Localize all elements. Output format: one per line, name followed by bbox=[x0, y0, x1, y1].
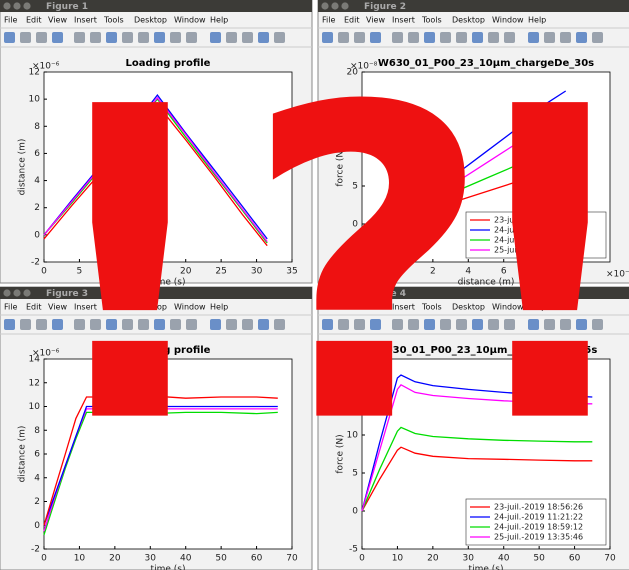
legend-label: 25-juil.-2019 13:35:46 bbox=[494, 533, 583, 542]
x-tick-label: 40 bbox=[498, 554, 510, 564]
x-tick-label: 0 bbox=[359, 554, 365, 564]
toolbar-icon[interactable] bbox=[20, 319, 31, 330]
overlay-glyph: ! bbox=[452, 18, 629, 518]
x-tick-label: 10 bbox=[392, 554, 404, 564]
x-tick-label: 60 bbox=[251, 554, 263, 564]
x-tick-label: 30 bbox=[463, 554, 475, 564]
window-button[interactable] bbox=[23, 289, 30, 296]
x-axis-label: time (s) bbox=[469, 565, 504, 570]
toolbar-icon[interactable] bbox=[4, 32, 15, 43]
toolbar-icon[interactable] bbox=[20, 32, 31, 43]
x-tick-label: 60 bbox=[569, 554, 581, 564]
x-tick-label: 70 bbox=[286, 554, 298, 564]
window-button[interactable] bbox=[321, 2, 328, 9]
y-axis-label: distance (m) bbox=[18, 426, 28, 483]
window-title: Figure 2 bbox=[364, 2, 406, 12]
window-button[interactable] bbox=[13, 289, 20, 296]
y-tick-label: -2 bbox=[31, 545, 40, 555]
toolbar-icon[interactable] bbox=[4, 319, 15, 330]
x-tick-label: 50 bbox=[215, 554, 227, 564]
x-tick-label: 70 bbox=[604, 554, 616, 564]
screen: Figure 1FileEditViewInsertToolsDesktopWi… bbox=[0, 0, 629, 570]
x-axis-label: time (s) bbox=[151, 565, 186, 570]
x-tick-label: 30 bbox=[145, 554, 157, 564]
x-tick-label: 40 bbox=[180, 554, 192, 564]
x-tick-label: 10 bbox=[74, 554, 86, 564]
window-button[interactable] bbox=[13, 2, 20, 9]
y-axis-label: distance (m) bbox=[18, 139, 28, 196]
window-button[interactable] bbox=[3, 289, 10, 296]
menu-item[interactable]: File bbox=[4, 303, 17, 312]
x-tick-label: 0 bbox=[41, 554, 47, 564]
y-tick-label: 0 bbox=[34, 521, 40, 531]
y-tick-label: -5 bbox=[349, 545, 358, 555]
window-button[interactable] bbox=[341, 2, 348, 9]
window-title: Figure 1 bbox=[46, 2, 88, 12]
window-button[interactable] bbox=[23, 2, 30, 9]
window-button[interactable] bbox=[3, 2, 10, 9]
x-tick-label: 20 bbox=[109, 554, 121, 564]
menu-item[interactable]: File bbox=[4, 16, 17, 25]
window-button[interactable] bbox=[331, 2, 338, 9]
x-tick-label: 50 bbox=[533, 554, 545, 564]
x-tick-label: 20 bbox=[427, 554, 439, 564]
legend-label: 24-juil.-2019 18:59:12 bbox=[494, 523, 583, 532]
overlay-glyph: ! bbox=[32, 18, 228, 518]
